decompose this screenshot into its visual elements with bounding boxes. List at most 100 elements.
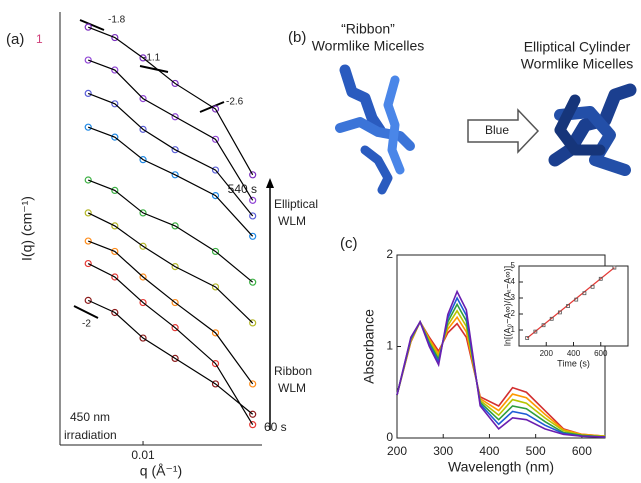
series-line [87,92,254,217]
data-point [211,329,220,337]
y-tick-label: 2 [511,309,516,318]
data-point [139,273,147,281]
data-point [111,247,119,256]
data-point [249,319,257,327]
data-point [111,133,119,141]
data-point [211,105,220,113]
plot-frame [518,265,629,347]
data-point [84,23,92,31]
data-point [111,33,119,42]
data-point [84,123,92,131]
data-point [249,196,257,204]
data-point [211,135,220,143]
diagram-title: Elliptical Cylinder [524,39,631,55]
x-axis-label: Time (s) [557,358,590,368]
data-point [139,298,147,307]
diagram-subtitle: Wormlike Micelles [312,38,425,54]
data-point [171,171,179,179]
arrow-label: Blue [485,123,509,137]
y-tick-label: 5 [511,261,516,270]
data-point [557,310,562,315]
data-point [211,359,220,368]
series-line [87,212,254,324]
data-point [171,324,179,332]
data-point [171,113,179,121]
data-point [139,94,147,103]
series-line [87,263,254,425]
data-point [566,304,570,308]
data-point [574,297,579,302]
x-tick-label: 300 [433,444,453,458]
y-tick-label: 0 [386,430,393,444]
data-point [211,191,220,200]
data-point [84,209,92,217]
data-point [211,380,220,388]
diagram-title: “Ribbon” [341,21,395,37]
elliptical-micelles [548,83,637,176]
y-axis-label: I(q) (cm⁻¹) [19,196,35,261]
annotation: Ribbon [274,364,312,378]
annotation: Elliptical [274,197,318,211]
data-point [582,291,587,296]
data-point [541,323,546,328]
data-point [139,209,147,217]
data-point [249,380,257,388]
annotation: -1.1 [143,53,161,64]
annotation: WLM [278,214,306,228]
data-point [111,186,119,194]
data-point [84,176,92,184]
series-line [87,299,254,415]
data-point [111,273,119,281]
data-point [249,278,257,286]
x-tick-label: 200 [540,349,554,358]
series-line [88,126,254,237]
panel-label: (c) [340,235,358,252]
y-tick-label: 4 [511,277,516,286]
arrow-head [266,178,274,188]
y-axis-label: Absorbance [361,309,377,384]
data-point [590,284,595,289]
panel-label: (a) [6,31,24,48]
annotation: WLM [278,381,306,395]
series-line [396,289,606,438]
series-line [88,59,254,201]
annotation: -2 [82,319,91,330]
data-point [598,276,603,281]
data-point [612,265,617,270]
x-tick-label: 400 [479,444,499,458]
data-point [111,222,119,230]
data-point [525,336,530,340]
data-point [249,171,257,179]
y-tick-label: 2 [386,247,393,261]
data-point [171,222,179,230]
annotation: -1.8 [108,15,126,26]
data-point [84,237,92,245]
data-point [211,166,220,174]
diagram-subtitle: Wormlike Micelles [521,56,634,72]
data-point [211,283,220,291]
data-point [249,421,257,429]
x-tick-label: 400 [567,349,581,358]
y-tick-label: 1 [511,325,516,334]
data-point [84,89,92,98]
data-point [139,334,147,342]
x-tick-label: 200 [387,444,407,458]
data-point [139,156,147,164]
panel-mark: 1 [36,32,43,46]
slope-line [73,305,99,319]
x-tick-label: 600 [572,444,592,458]
data-point [139,242,147,250]
data-point [533,329,538,334]
slope-line [139,65,169,73]
data-point [171,263,179,271]
ribbon-micelles [335,64,415,195]
data-point [171,146,179,154]
series-line [87,179,254,283]
data-point [111,100,119,108]
x-tick-label: 500 [526,444,546,458]
data-point [171,354,179,362]
arrow [467,108,540,154]
data-point [111,308,119,317]
data-point [139,54,147,62]
